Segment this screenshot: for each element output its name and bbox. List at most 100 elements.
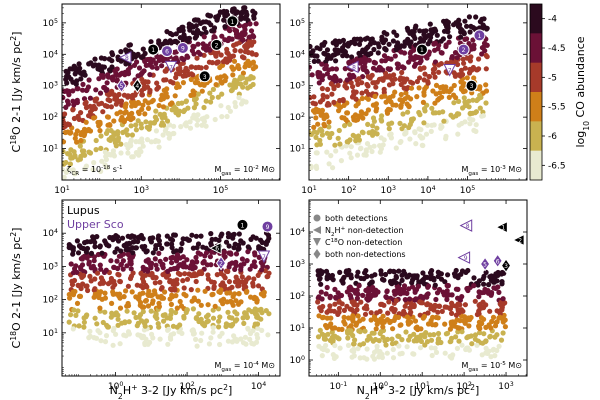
model-point [330,52,336,58]
model-point [212,116,218,123]
model-point [142,111,148,117]
model-point [194,55,200,61]
model-point [181,32,187,38]
model-point [376,44,382,50]
model-point [390,102,396,108]
model-point [345,138,351,145]
model-point [63,104,69,110]
model-point [98,266,104,272]
model-point [92,56,98,62]
model-point [219,33,225,39]
model-point [167,101,173,107]
model-point [214,60,220,66]
model-point [462,119,468,125]
model-point [450,352,456,358]
model-point [139,235,145,241]
model-point [406,124,412,131]
model-point [354,152,361,158]
y-axis-label: C18O 2-1 [Jy km/s pc2] [9,228,24,349]
model-point [437,84,444,91]
model-point [329,66,335,72]
model-point [453,334,459,340]
model-point [101,269,108,275]
colorbar-segment [530,92,542,122]
model-point [183,123,189,129]
model-point [96,292,102,298]
model-point [189,232,195,238]
model-point [324,94,330,100]
source-id-label: 1 [478,33,482,40]
model-point [255,325,261,331]
model-point [421,276,427,282]
model-point [193,336,199,342]
model-point [154,315,160,321]
model-point [72,153,78,160]
model-point [378,135,384,141]
model-point [188,287,194,293]
model-point [160,41,166,47]
model-point [310,100,316,106]
model-point [133,122,139,128]
model-point [124,263,130,269]
model-point [404,314,410,320]
model-point [168,255,174,261]
model-point [73,263,79,269]
model-point [198,233,204,239]
source-marker: 2 [215,255,227,271]
model-point [314,45,320,51]
model-point [203,19,209,25]
y-tick-label: 103 [43,80,58,92]
model-point [402,96,408,102]
model-point [377,330,383,337]
model-point [336,299,342,305]
model-point [111,92,117,98]
source-id-label: 2 [518,238,522,245]
model-point [238,48,244,54]
model-point [378,146,384,152]
model-point [350,84,356,90]
model-point [115,56,121,63]
legend-marker-label: both non-detections [325,250,406,259]
model-point [200,260,206,266]
model-point [119,235,126,241]
model-point [81,71,87,78]
source-marker: 7 [257,250,271,264]
model-point [117,98,123,104]
model-point [198,337,204,344]
model-point [159,295,165,301]
model-point [333,78,339,84]
model-point [196,311,202,317]
model-point [459,268,466,274]
model-point [364,346,370,352]
model-point [88,250,95,256]
model-point [163,256,169,262]
model-point [240,240,246,246]
model-point [420,99,426,105]
model-point [360,341,367,347]
model-point [148,265,154,271]
model-point [460,105,466,111]
model-point [125,300,131,307]
model-point [392,76,398,82]
model-point [422,71,428,77]
model-point [363,152,369,158]
model-point [196,64,202,70]
model-point [170,130,176,137]
model-point [205,312,211,318]
model-point [187,125,194,131]
model-point [417,28,423,34]
model-point [446,292,452,298]
model-point [393,145,399,151]
model-point [369,128,376,135]
model-point [401,283,408,289]
model-point [480,25,486,31]
model-point [324,47,331,53]
model-point [447,339,453,345]
model-point [96,101,102,107]
model-point [327,295,333,301]
model-point [416,85,422,91]
model-point [173,293,179,299]
model-point [393,47,399,53]
model-point [74,238,80,244]
model-point [75,250,82,256]
